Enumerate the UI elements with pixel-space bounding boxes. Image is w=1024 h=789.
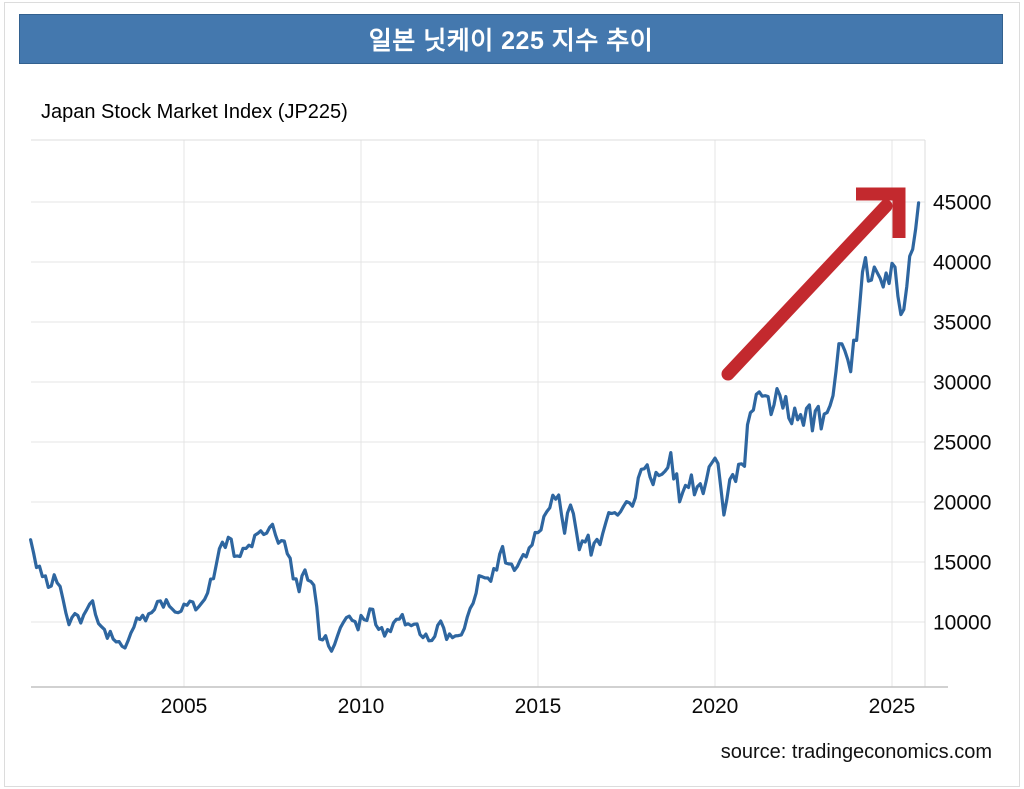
page-title: 일본 닛케이 225 지수 추이 bbox=[368, 27, 654, 55]
up-trend-arrow-annotation bbox=[721, 187, 906, 381]
x-axis-tick-label: 2020 bbox=[692, 695, 739, 718]
arrow-head bbox=[856, 187, 906, 238]
x-axis-tick-label: 2015 bbox=[515, 695, 562, 718]
y-axis-tick-label: 30000 bbox=[933, 372, 991, 395]
x-axis-tick-label: 2010 bbox=[338, 695, 385, 718]
arrow-shaft bbox=[721, 199, 893, 381]
nikkei-series-path bbox=[29, 201, 921, 653]
y-axis-tick-labels: 10000 15000 20000 25000 30000 35000 40000 45000 bbox=[933, 192, 991, 635]
gridlines bbox=[31, 140, 925, 687]
chart-subtitle: Japan Stock Market Index (JP225) bbox=[41, 101, 348, 123]
y-axis-tick-label: 45000 bbox=[933, 192, 991, 215]
y-axis-tick-label: 35000 bbox=[933, 312, 991, 335]
y-axis-tick-label: 40000 bbox=[933, 252, 991, 275]
y-axis-tick-label: 15000 bbox=[933, 552, 991, 575]
title-banner: 일본 닛케이 225 지수 추이 bbox=[19, 14, 1003, 64]
x-axis-tick-label: 2005 bbox=[161, 695, 208, 718]
y-axis-tick-label: 10000 bbox=[933, 612, 991, 635]
y-axis-tick-label: 20000 bbox=[933, 492, 991, 515]
x-axis-tick-labels: 2005 2010 2015 2020 2025 bbox=[161, 695, 916, 718]
nikkei-line bbox=[29, 201, 921, 653]
y-axis-tick-label: 25000 bbox=[933, 432, 991, 455]
source-credit: source: tradingeconomics.com bbox=[720, 741, 992, 763]
x-axis-tick-label: 2025 bbox=[869, 695, 916, 718]
plot-frame bbox=[31, 139, 948, 688]
